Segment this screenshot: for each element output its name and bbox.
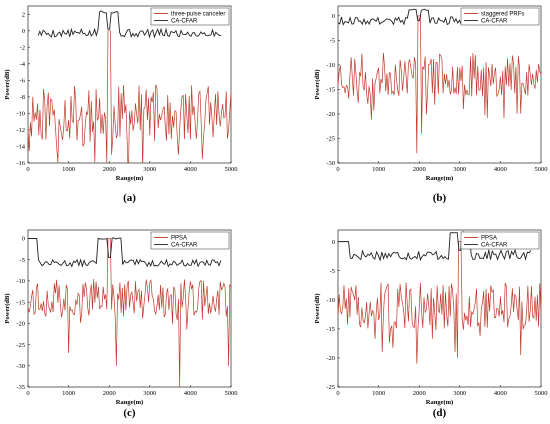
x-axis-label: Range(m): [426, 175, 453, 182]
y-tick-label: -25: [16, 342, 25, 349]
x-tick-label: 3000: [143, 166, 156, 173]
x-tick-label: 2000: [413, 390, 426, 397]
series-line-primary: [338, 15, 541, 154]
x-tick-label: 2000: [103, 166, 116, 173]
legend-box: [460, 231, 540, 250]
y-tick-label: -14: [16, 144, 25, 151]
y-tick-label: -16: [16, 160, 25, 167]
y-tick-label: -10: [326, 297, 335, 304]
x-tick-label: 1000: [62, 390, 75, 397]
x-tick-label: 5000: [535, 166, 548, 173]
y-axis-label: Power(dB): [314, 70, 321, 100]
legend-label: PPSA: [481, 236, 497, 242]
legend-label: staggered PRFs: [481, 12, 524, 18]
legend-label: CA-CFAR: [171, 19, 198, 25]
y-tick-label: 0: [22, 28, 25, 35]
y-tick-label: -20: [326, 355, 335, 362]
chart-panel-c: 0 1000 2000 3000 4000 5000 -35 -30 -25 -20 -15 -10 -…: [4, 229, 238, 419]
x-tick-label: 5000: [225, 166, 238, 173]
chart-panel-d: 0 1000 2000 3000 4000 5000 -25 -20 -15 -10 -5 0 Rang…: [314, 229, 548, 419]
x-axis-label: Range(m): [116, 175, 143, 182]
x-tick-label: 3000: [143, 390, 156, 397]
y-tick-label: -30: [326, 160, 335, 167]
x-tick-label: 0: [26, 166, 29, 173]
legend-box: [460, 7, 540, 26]
panel-caption: (a): [123, 192, 136, 204]
y-tick-label: -2: [20, 45, 25, 52]
series-line-primary: [28, 238, 231, 387]
series-line-ca-cfar: [338, 231, 532, 262]
y-tick-label: -15: [326, 326, 335, 333]
x-tick-label: 5000: [225, 390, 238, 397]
y-tick-label: 0: [332, 239, 335, 246]
legend-label: CA-CFAR: [481, 243, 508, 249]
y-tick-label: 2: [22, 11, 25, 18]
x-tick-label: 4000: [494, 390, 507, 397]
y-tick-label: -12: [16, 127, 25, 134]
x-tick-label: 4000: [184, 390, 197, 397]
y-axis-label: Power(dB): [314, 294, 321, 324]
x-tick-label: 4000: [494, 166, 507, 173]
y-tick-label: -5: [330, 38, 335, 45]
legend-box: [150, 7, 230, 26]
x-tick-label: 0: [336, 166, 339, 173]
x-tick-label: 3000: [453, 166, 466, 173]
y-axis-label: Power(dB): [4, 70, 11, 100]
y-tick-label: -10: [16, 278, 25, 285]
series-line-primary: [28, 30, 231, 163]
x-tick-label: 2000: [103, 390, 116, 397]
y-tick-label: -10: [326, 62, 335, 69]
chart-panel-b: 0 1000 2000 3000 4000 5000 -30 -25 -20 -15 -10 -5 0 R…: [314, 5, 548, 204]
series-line-ca-cfar: [28, 237, 222, 268]
y-tick-label: -4: [20, 61, 26, 68]
plot-area-frame: [27, 5, 232, 164]
x-tick-label: 5000: [535, 390, 548, 397]
y-tick-label: -8: [20, 94, 25, 101]
panel-caption: (d): [433, 407, 447, 419]
x-tick-label: 3000: [453, 390, 466, 397]
x-tick-label: 1000: [372, 390, 385, 397]
legend-label: PPSA: [171, 236, 187, 242]
y-axis-label: Power(dB): [4, 294, 11, 324]
y-tick-label: -25: [326, 384, 335, 391]
chart-panel-a: 0 1000 2000 3000 4000 5000 -16 -14 -12 -10 -8 -6 -4 -…: [4, 5, 238, 204]
x-tick-label: 0: [26, 390, 29, 397]
x-axis-label: Range(m): [426, 399, 453, 406]
legend-label: CA-CFAR: [171, 243, 198, 249]
y-tick-label: -6: [20, 78, 26, 85]
y-tick-label: -20: [16, 321, 25, 328]
panel-caption: (b): [433, 192, 447, 204]
legend-label: CA-CFAR: [481, 19, 508, 25]
x-tick-label: 1000: [372, 166, 385, 173]
y-tick-label: -5: [330, 268, 335, 275]
x-tick-label: 2000: [413, 166, 426, 173]
legend-box: [150, 231, 230, 250]
y-tick-label: -5: [20, 257, 25, 264]
y-tick-label: 0: [22, 236, 25, 243]
series-line-primary: [338, 241, 541, 364]
y-tick-label: -25: [326, 136, 335, 143]
plot-area-frame: [337, 5, 542, 164]
y-tick-label: -30: [16, 363, 25, 370]
legend-label: three-pulse canceler: [171, 12, 225, 18]
y-tick-label: 0: [332, 13, 335, 20]
y-tick-label: -20: [326, 111, 335, 118]
x-tick-label: 4000: [184, 166, 197, 173]
x-axis-label: Range(m): [116, 399, 143, 406]
x-tick-label: 1000: [62, 166, 75, 173]
plot-area-frame: [27, 229, 232, 388]
panel-caption: (c): [123, 407, 136, 419]
y-tick-label: -15: [326, 87, 335, 94]
y-tick-label: -15: [16, 299, 25, 306]
y-tick-label: -35: [16, 384, 25, 391]
x-tick-label: 0: [336, 390, 339, 397]
y-tick-label: -10: [16, 111, 25, 118]
series-line-ca-cfar: [37, 10, 222, 39]
